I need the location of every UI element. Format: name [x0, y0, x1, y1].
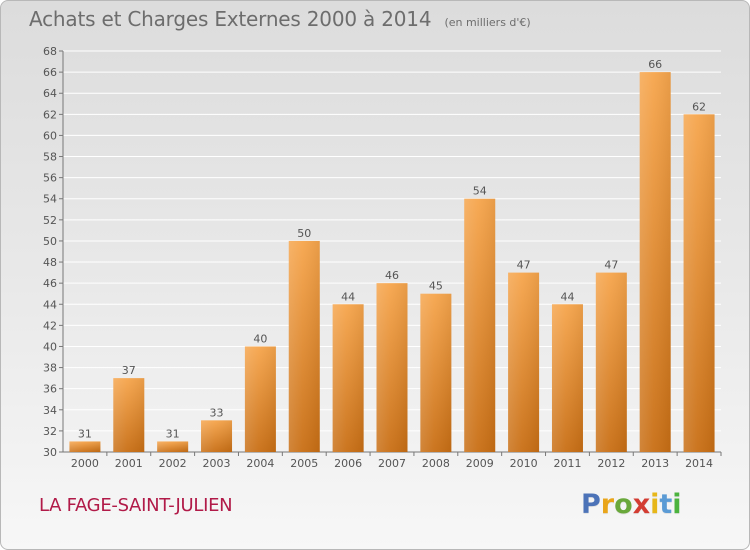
bar-shine-2009: [464, 198, 496, 452]
data-label-2012: 47: [604, 259, 618, 272]
y-tick-label: 36: [43, 383, 57, 396]
bar-shine-2006: [332, 304, 364, 452]
data-label-2002: 31: [166, 427, 180, 440]
y-tick-label: 50: [43, 235, 57, 248]
y-tick-label: 68: [43, 45, 57, 58]
bar-shine-2011: [551, 304, 583, 452]
y-tick-label: 60: [43, 129, 57, 142]
data-label-2008: 45: [429, 280, 443, 293]
bar-shine-2004: [244, 346, 276, 452]
x-tick-label-2008: 2008: [422, 457, 450, 470]
x-tick-label-2004: 2004: [246, 457, 274, 470]
x-tick-label-2014: 2014: [685, 457, 713, 470]
y-tick-label: 48: [43, 256, 57, 269]
x-tick-label-2012: 2012: [597, 457, 625, 470]
x-tick-label-2007: 2007: [378, 457, 406, 470]
y-tick-label: 46: [43, 277, 57, 290]
y-tick-label: 38: [43, 362, 57, 375]
chart-bars: [69, 72, 715, 453]
x-tick-label-2011: 2011: [553, 457, 581, 470]
proxiti-logo: Proxiti: [581, 489, 682, 520]
x-tick-label-2003: 2003: [203, 457, 231, 470]
brand-letter-o: o: [614, 489, 633, 520]
data-label-2010: 47: [517, 259, 531, 272]
y-tick-label: 58: [43, 151, 57, 164]
x-tick-label-2006: 2006: [334, 457, 362, 470]
y-tick-label: 66: [43, 66, 57, 79]
bar-shine-2001: [113, 378, 145, 452]
bar-shine-2002: [157, 441, 189, 452]
x-tick-label-2013: 2013: [641, 457, 669, 470]
y-tick-label: 32: [43, 425, 57, 438]
x-tick-label-2002: 2002: [159, 457, 187, 470]
y-tick-label: 40: [43, 340, 57, 353]
commune-name: LA FAGE-SAINT-JULIEN: [39, 495, 233, 516]
bar-shine-2012: [595, 272, 627, 452]
brand-letter-x: x: [632, 489, 651, 520]
data-label-2001: 37: [122, 364, 136, 377]
data-label-2014: 62: [692, 100, 706, 113]
x-tick-label-2005: 2005: [290, 457, 318, 470]
bar-shine-2010: [508, 272, 540, 452]
chart-title-main: Achats et Charges Externes 2000 à 2014: [29, 7, 432, 31]
data-label-2013: 66: [648, 58, 662, 71]
chart-labels: 30 32 34 36 38 40 42 44 46 48 50 52 54 56 58 60 62 64 66 68…: [43, 45, 713, 470]
y-tick-label: 52: [43, 214, 57, 227]
x-tick-label-2010: 2010: [510, 457, 538, 470]
bar-shine-2005: [288, 240, 320, 452]
y-tick-label: 34: [43, 404, 57, 417]
y-tick-label: 56: [43, 172, 57, 185]
data-label-2000: 31: [78, 427, 92, 440]
bar-shine-2013: [639, 72, 671, 453]
y-tick-label: 42: [43, 319, 57, 332]
data-label-2011: 44: [560, 290, 574, 303]
brand-letter-i-second: i: [672, 489, 682, 520]
bar-shine-2003: [201, 420, 233, 452]
brand-letter-r: r: [600, 489, 615, 520]
data-label-2003: 33: [210, 406, 224, 419]
y-tick-label: 54: [43, 193, 57, 206]
x-tick-label-2001: 2001: [115, 457, 143, 470]
bar-shine-2007: [376, 283, 408, 452]
bar-shine-2008: [420, 293, 452, 452]
bar-shine-2000: [69, 441, 101, 452]
data-label-2005: 50: [297, 227, 311, 240]
data-label-2004: 40: [253, 332, 267, 345]
data-label-2006: 44: [341, 290, 355, 303]
brand-letter-t: t: [659, 489, 673, 520]
brand-letter-i: i: [650, 489, 660, 520]
chart-unit-label: (en milliers d'€): [444, 16, 531, 29]
y-tick-label: 64: [43, 87, 57, 100]
data-label-2007: 46: [385, 269, 399, 282]
data-label-2009: 54: [473, 185, 487, 198]
y-tick-label: 30: [43, 446, 57, 459]
brand-letter-p: P: [581, 489, 601, 520]
chart-title: Achats et Charges Externes 2000 à 2014 (…: [29, 7, 729, 35]
x-tick-label-2000: 2000: [71, 457, 99, 470]
y-tick-label: 62: [43, 108, 57, 121]
y-tick-label: 44: [43, 298, 57, 311]
x-tick-label-2009: 2009: [466, 457, 494, 470]
bar-shine-2014: [683, 114, 715, 452]
